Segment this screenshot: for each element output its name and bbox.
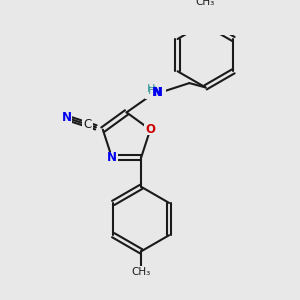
Text: N: N [61, 111, 72, 124]
Bar [82, 119, 93, 130]
Text: CH₃: CH₃ [196, 0, 215, 8]
Text: H: H [148, 86, 156, 96]
Bar [145, 85, 166, 99]
Text: H: H [147, 84, 155, 94]
Text: O: O [145, 123, 155, 136]
Bar [61, 112, 72, 123]
Bar [146, 86, 165, 98]
Bar [105, 152, 119, 163]
Text: N: N [153, 86, 163, 99]
Text: N: N [152, 86, 162, 99]
Bar [144, 124, 157, 136]
Text: CH₃: CH₃ [132, 267, 151, 277]
Bar [132, 266, 151, 278]
Bar [196, 0, 215, 8]
Text: C: C [83, 118, 92, 131]
Text: N: N [107, 151, 117, 164]
